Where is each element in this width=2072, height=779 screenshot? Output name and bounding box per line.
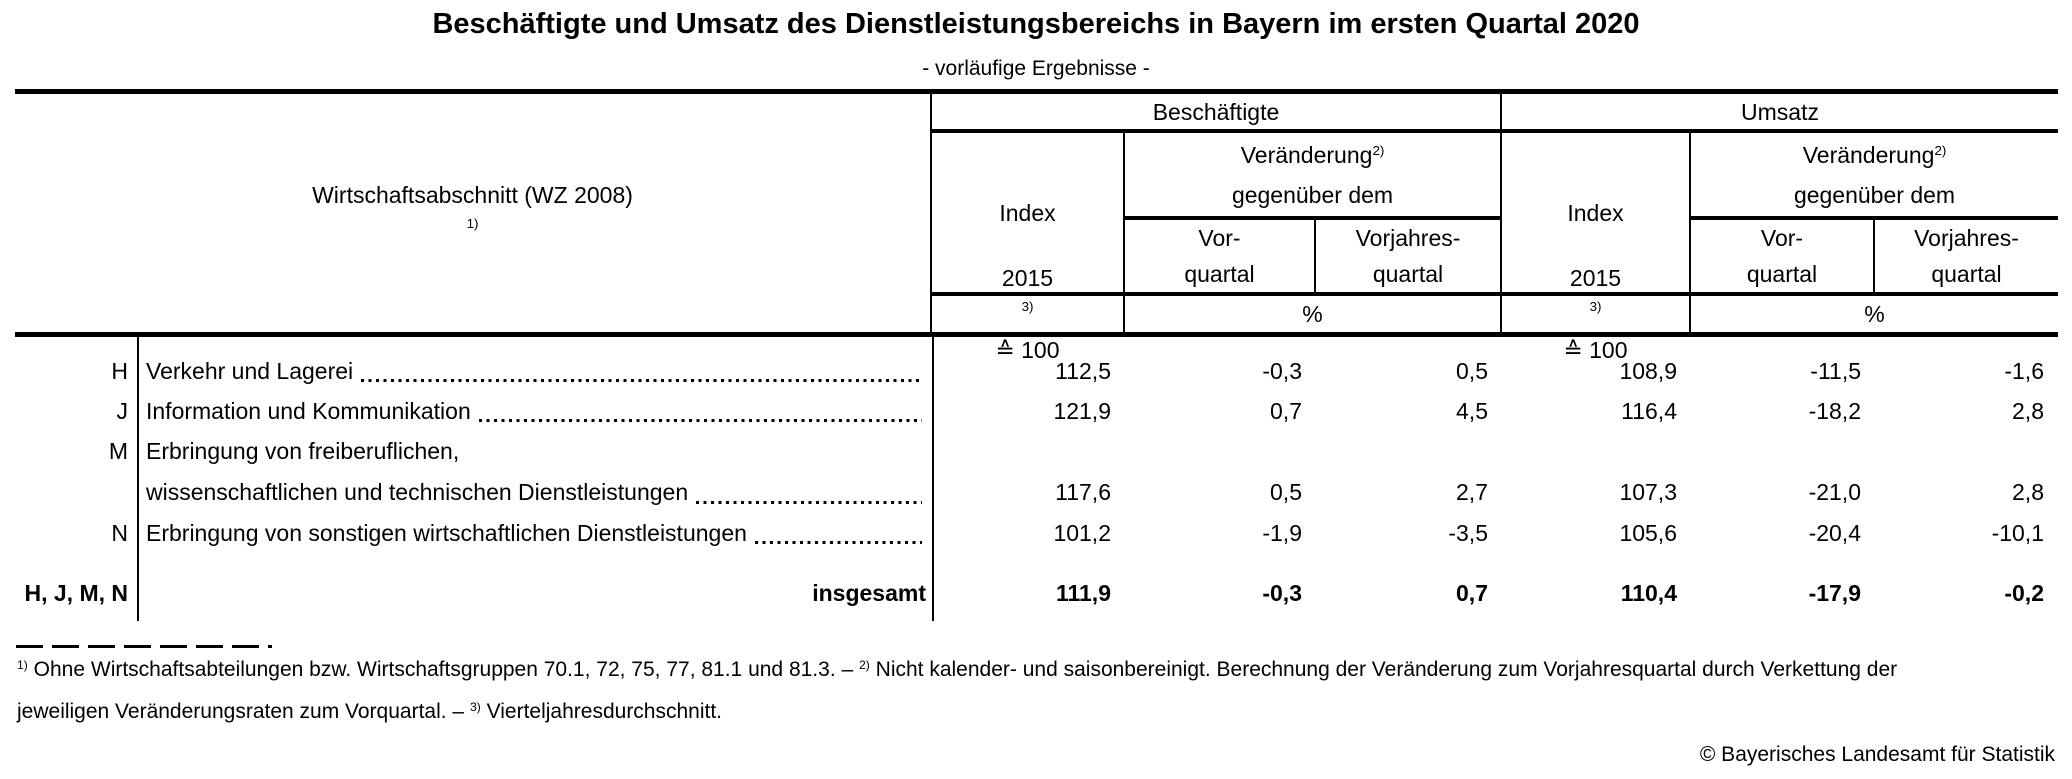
value-cell: 0,7 — [1456, 579, 1488, 606]
prev-year-quarter-line2: quartal — [1931, 261, 2002, 287]
value-cell: 107,3 — [1619, 479, 1677, 505]
value-cell: 108,9 — [1619, 357, 1677, 384]
total-row-label: insgesamt — [812, 579, 926, 606]
total-row: H, J, M, N insgesamt 111,9 -0,3 0,7 110,… — [15, 573, 2058, 613]
row-code: H — [111, 357, 128, 384]
unit-employment-index: 2015 3) ≙ 100 — [932, 265, 1125, 363]
value-cell: 101,2 — [1053, 519, 1111, 546]
row-code: J — [116, 397, 129, 424]
page-title: Beschäftigte und Umsatz des Dienstleistu… — [432, 8, 1640, 40]
prev-quarter-line1: Vor- — [1760, 225, 1804, 251]
col-header-turnover-prev-year-quarter: Vorjahres- quartal — [1875, 220, 2058, 292]
table-row: M Erbringung von freiberuflichen, wissen… — [15, 431, 2058, 513]
value-cell: 4,5 — [1456, 397, 1488, 424]
code-column-divider — [137, 337, 139, 621]
prev-quarter-line2: quartal — [1184, 261, 1255, 287]
col-header-turnover-prev-quarter: Vor- quartal — [1691, 220, 1875, 292]
group-header-employment: Beschäftigte — [932, 94, 1502, 133]
dotted-leader — [696, 501, 922, 504]
value-cell: 116,4 — [1621, 397, 1677, 424]
value-cell: 2,7 — [1456, 479, 1488, 505]
value-cell: -20,4 — [1808, 519, 1861, 546]
value-cell: -0,3 — [1262, 357, 1302, 384]
value-cell: 0,5 — [1270, 479, 1302, 505]
change-label-line1: Veränderung2) — [1240, 141, 1385, 168]
row-spacer — [15, 553, 2058, 573]
value-cell: 117,6 — [1055, 479, 1111, 505]
col-header-employment-prev-quarter: Vor- quartal — [1125, 220, 1316, 292]
prev-quarter-line1: Vor- — [1198, 225, 1241, 251]
value-cell: -21,0 — [1808, 479, 1861, 505]
total-row-code: H, J, M, N — [24, 579, 128, 606]
prev-year-quarter-line1: Vorjahres- — [1914, 225, 2019, 251]
table-top-rule — [15, 89, 2058, 94]
value-cell: -0,2 — [2004, 579, 2044, 606]
prev-quarter-line2: quartal — [1746, 261, 1818, 287]
dotted-leader — [478, 419, 922, 422]
footnotes: 1) Ohne Wirtschaftsabteilungen bzw. Wirt… — [17, 650, 2055, 734]
value-cell: 0,7 — [1270, 397, 1302, 424]
row-label-line2: wissenschaftlichen und technischen Diens… — [146, 479, 689, 505]
group-header-turnover: Umsatz — [1502, 94, 2058, 133]
value-cell: -11,5 — [1810, 357, 1861, 384]
dotted-leader — [754, 541, 922, 544]
statistics-table: Wirtschaftsabschnitt (WZ 2008) 1) Beschäf… — [15, 89, 2058, 621]
value-cell: -0,3 — [1262, 579, 1302, 606]
stub-column-divider — [932, 337, 934, 621]
col-header-employment-index: Index — [932, 133, 1125, 292]
table-row: N Erbringung von sonstigen wirtschaftlic… — [15, 513, 2058, 553]
row-code: M — [108, 438, 128, 464]
value-cell: 111,9 — [1055, 579, 1111, 606]
table-body: H Verkehr und Lagerei 112,5 -0,3 0,5 108… — [15, 337, 2058, 621]
value-cell: 110,4 — [1620, 579, 1677, 606]
col-header-employment-prev-year-quarter: Vorjahres- quartal — [1316, 220, 1502, 292]
row-label-line1: Erbringung von freiberuflichen, — [146, 438, 460, 464]
value-cell: 2,8 — [2012, 397, 2044, 424]
value-cell: -1,6 — [2004, 357, 2044, 384]
unit-turnover-index: 2015 3) ≙ 100 — [1502, 265, 1691, 363]
value-cell: 121,9 — [1053, 397, 1111, 424]
table-row: J Information und Kommunikation 121,9 0,… — [15, 391, 2058, 431]
row-label: Information und Kommunikation — [146, 397, 471, 424]
change-label-line1: Veränderung2) — [1802, 141, 1947, 168]
unit-turnover-percent: % — [1691, 292, 2058, 332]
header-bottom-rule — [15, 332, 2058, 337]
stub-column-header: Wirtschaftsabschnitt (WZ 2008) 1) — [15, 94, 932, 332]
unit-employment-percent: % — [1125, 292, 1502, 332]
table-header: Wirtschaftsabschnitt (WZ 2008) 1) Beschäf… — [15, 94, 2058, 363]
row-label: Erbringung von sonstigen wirtschaftliche… — [146, 519, 747, 546]
value-cell: -10,1 — [1991, 519, 2044, 546]
footnote-separator — [16, 645, 272, 648]
dotted-leader — [361, 379, 922, 382]
value-cell: -3,5 — [1448, 519, 1488, 546]
copyright-notice: © Bayerisches Landesamt für Statistik — [1699, 743, 2055, 766]
value-cell: -1,9 — [1262, 519, 1302, 546]
col-header-turnover-index: Index — [1502, 133, 1691, 292]
value-cell: 2,8 — [2012, 479, 2044, 505]
value-cell: -17,9 — [1808, 579, 1861, 606]
page-subtitle: - vorläufige Ergebnisse - — [922, 57, 1150, 80]
value-cell: 105,6 — [1619, 519, 1677, 546]
change-label-line2: gegenüber dem — [1793, 181, 1956, 208]
value-cell: 0,5 — [1456, 357, 1488, 384]
col-header-employment-change: Veränderung2) gegenüber dem — [1125, 133, 1502, 220]
value-cell: -18,2 — [1808, 397, 1861, 424]
change-label-line2: gegenüber dem — [1231, 181, 1394, 208]
footnote-line2: jeweiligen Veränderungsraten zum Vorquar… — [17, 700, 723, 723]
prev-year-quarter-line2: quartal — [1372, 261, 1444, 287]
footnote-line1: 1) Ohne Wirtschaftsabteilungen bzw. Wirt… — [17, 658, 1898, 681]
prev-year-quarter-line1: Vorjahres- — [1355, 225, 1461, 251]
col-header-turnover-change: Veränderung2) gegenüber dem — [1691, 133, 2058, 220]
row-code: N — [111, 519, 128, 546]
table-row: H Verkehr und Lagerei 112,5 -0,3 0,5 108… — [15, 351, 2058, 391]
row-label: Verkehr und Lagerei — [146, 357, 354, 384]
value-cell: 112,5 — [1055, 357, 1111, 384]
